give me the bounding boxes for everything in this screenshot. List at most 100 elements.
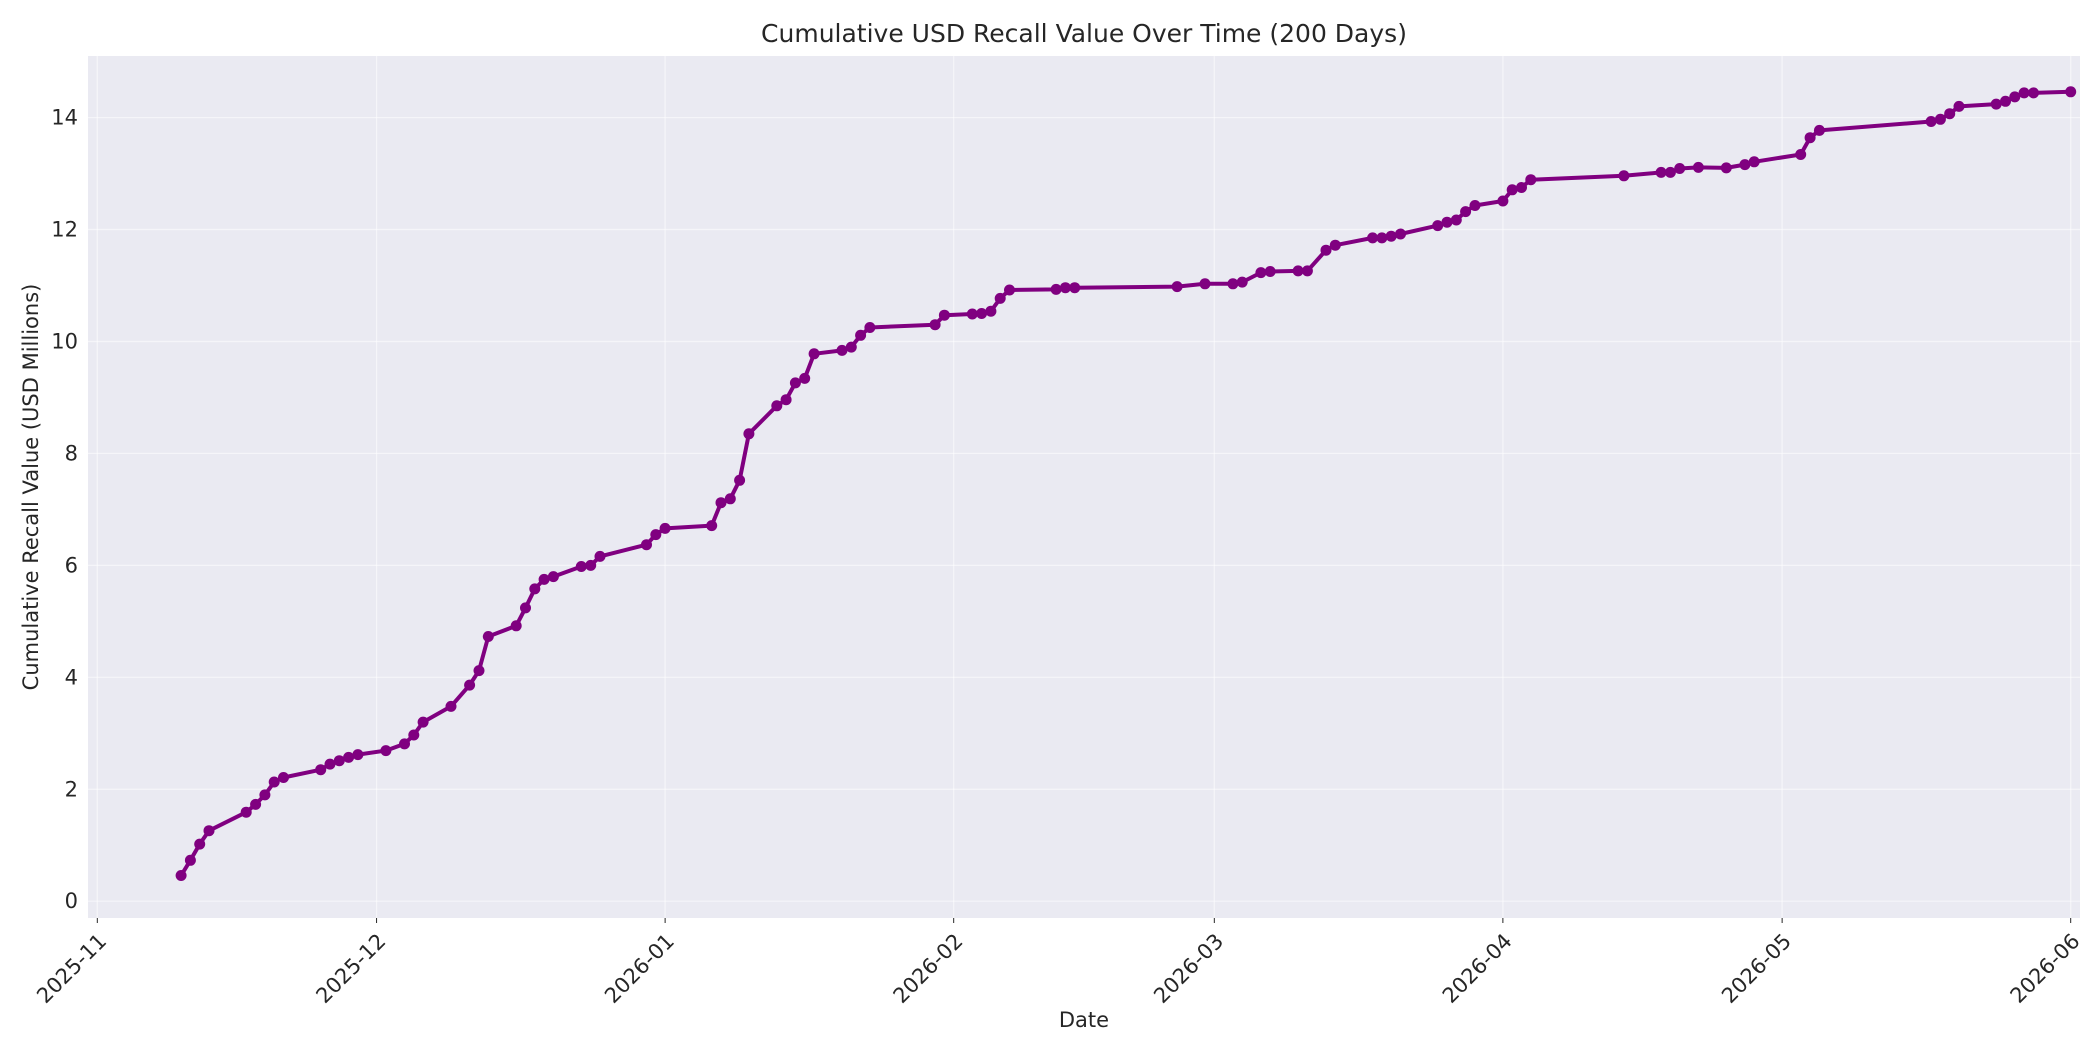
- data-point: [278, 772, 289, 783]
- chart-title: Cumulative USD Recall Value Over Time (2…: [761, 19, 1407, 48]
- plot-area: [88, 56, 2080, 918]
- data-point: [203, 825, 215, 837]
- x-tick-label: 2026-05: [1717, 929, 1796, 1008]
- data-point: [1618, 170, 1630, 182]
- data-point: [1720, 162, 1732, 174]
- data-point: [352, 749, 364, 761]
- data-point: [1050, 283, 1062, 295]
- data-point: [1655, 166, 1667, 178]
- data-point: [482, 631, 494, 642]
- data-point: [1069, 282, 1081, 294]
- data-point: [547, 571, 559, 583]
- data-point: [408, 729, 420, 741]
- x-tick-label: 2025-11: [32, 929, 111, 1008]
- data-point: [194, 838, 206, 850]
- x-tick-label: 2026-03: [1149, 929, 1228, 1008]
- data-point: [789, 377, 801, 389]
- data-point: [1990, 98, 2002, 110]
- data-point: [1320, 244, 1332, 256]
- data-point: [538, 573, 550, 585]
- x-tick-label: 2026-04: [1438, 929, 1517, 1008]
- x-tick-label: 2026-02: [889, 929, 968, 1008]
- data-point: [799, 372, 811, 384]
- data-point: [1004, 284, 1015, 296]
- data-point: [1385, 230, 1397, 242]
- data-point: [575, 561, 587, 572]
- data-point: [2065, 86, 2077, 98]
- x-tick-label: 2026-01: [600, 929, 679, 1008]
- y-tick-label: 0: [65, 889, 78, 913]
- data-point: [1432, 220, 1444, 232]
- data-point: [315, 764, 327, 776]
- data-point: [641, 539, 652, 551]
- data-point: [1804, 132, 1816, 144]
- data-point: [659, 522, 671, 534]
- data-point: [1264, 266, 1276, 277]
- data-point: [510, 620, 522, 632]
- data-point: [1934, 113, 1946, 125]
- data-point: [1367, 232, 1379, 244]
- data-point: [399, 738, 410, 750]
- data-point: [1441, 216, 1453, 228]
- data-point: [594, 550, 606, 562]
- data-point: [2000, 95, 2011, 107]
- data-point: [250, 798, 262, 810]
- series-layer: [175, 86, 2077, 881]
- data-point: [1450, 214, 1462, 226]
- y-tick-label: 10: [51, 329, 78, 353]
- data-point: [650, 529, 662, 541]
- x-tick-label: 2026-06: [2006, 929, 2085, 1008]
- y-tick-label: 8: [65, 441, 78, 465]
- data-point: [976, 308, 988, 319]
- data-point: [1664, 166, 1676, 178]
- y-tick-label: 4: [65, 665, 78, 689]
- data-point: [1376, 232, 1388, 244]
- data-point: [1199, 278, 1211, 290]
- data-point: [1953, 100, 1965, 112]
- data-point: [1813, 124, 1825, 136]
- data-point: [836, 344, 848, 356]
- data-point: [240, 806, 252, 818]
- data-point: [1236, 276, 1248, 288]
- data-point: [1516, 182, 1527, 193]
- data-point: [1795, 149, 1807, 160]
- data-point: [1460, 206, 1472, 218]
- data-point: [1739, 159, 1751, 171]
- data-point: [1255, 267, 1267, 279]
- data-point: [259, 789, 271, 801]
- data-point: [1301, 265, 1313, 277]
- data-point: [175, 870, 187, 881]
- y-tick-label: 2: [65, 777, 78, 801]
- data-point: [1059, 282, 1071, 294]
- data-point: [780, 394, 792, 406]
- data-point: [734, 474, 746, 486]
- data-point: [2009, 91, 2021, 103]
- data-point: [1292, 265, 1304, 277]
- data-point: [985, 305, 997, 317]
- data-point: [1525, 174, 1537, 186]
- data-point: [445, 700, 457, 712]
- data-point: [343, 751, 355, 763]
- y-tick-label: 12: [51, 218, 78, 242]
- data-point: [938, 309, 950, 321]
- data-point: [1497, 195, 1509, 207]
- data-point: [473, 665, 485, 677]
- data-point: [855, 329, 867, 341]
- grid-layer: [88, 56, 2080, 918]
- data-point: [1944, 108, 1956, 120]
- x-axis-label: Date: [1059, 1008, 1109, 1032]
- data-point: [268, 776, 280, 788]
- y-tick-label: 6: [65, 553, 78, 577]
- data-point: [706, 520, 718, 532]
- data-point: [464, 679, 476, 691]
- data-point: [380, 745, 392, 757]
- data-point: [529, 583, 541, 595]
- y-axis-label: Cumulative Recall Value (USD Millions): [19, 284, 43, 691]
- data-point: [994, 292, 1006, 304]
- data-point: [1329, 239, 1341, 251]
- data-point: [2018, 87, 2030, 99]
- data-point: [1925, 116, 1937, 127]
- data-point: [1395, 228, 1406, 240]
- data-point: [520, 602, 531, 614]
